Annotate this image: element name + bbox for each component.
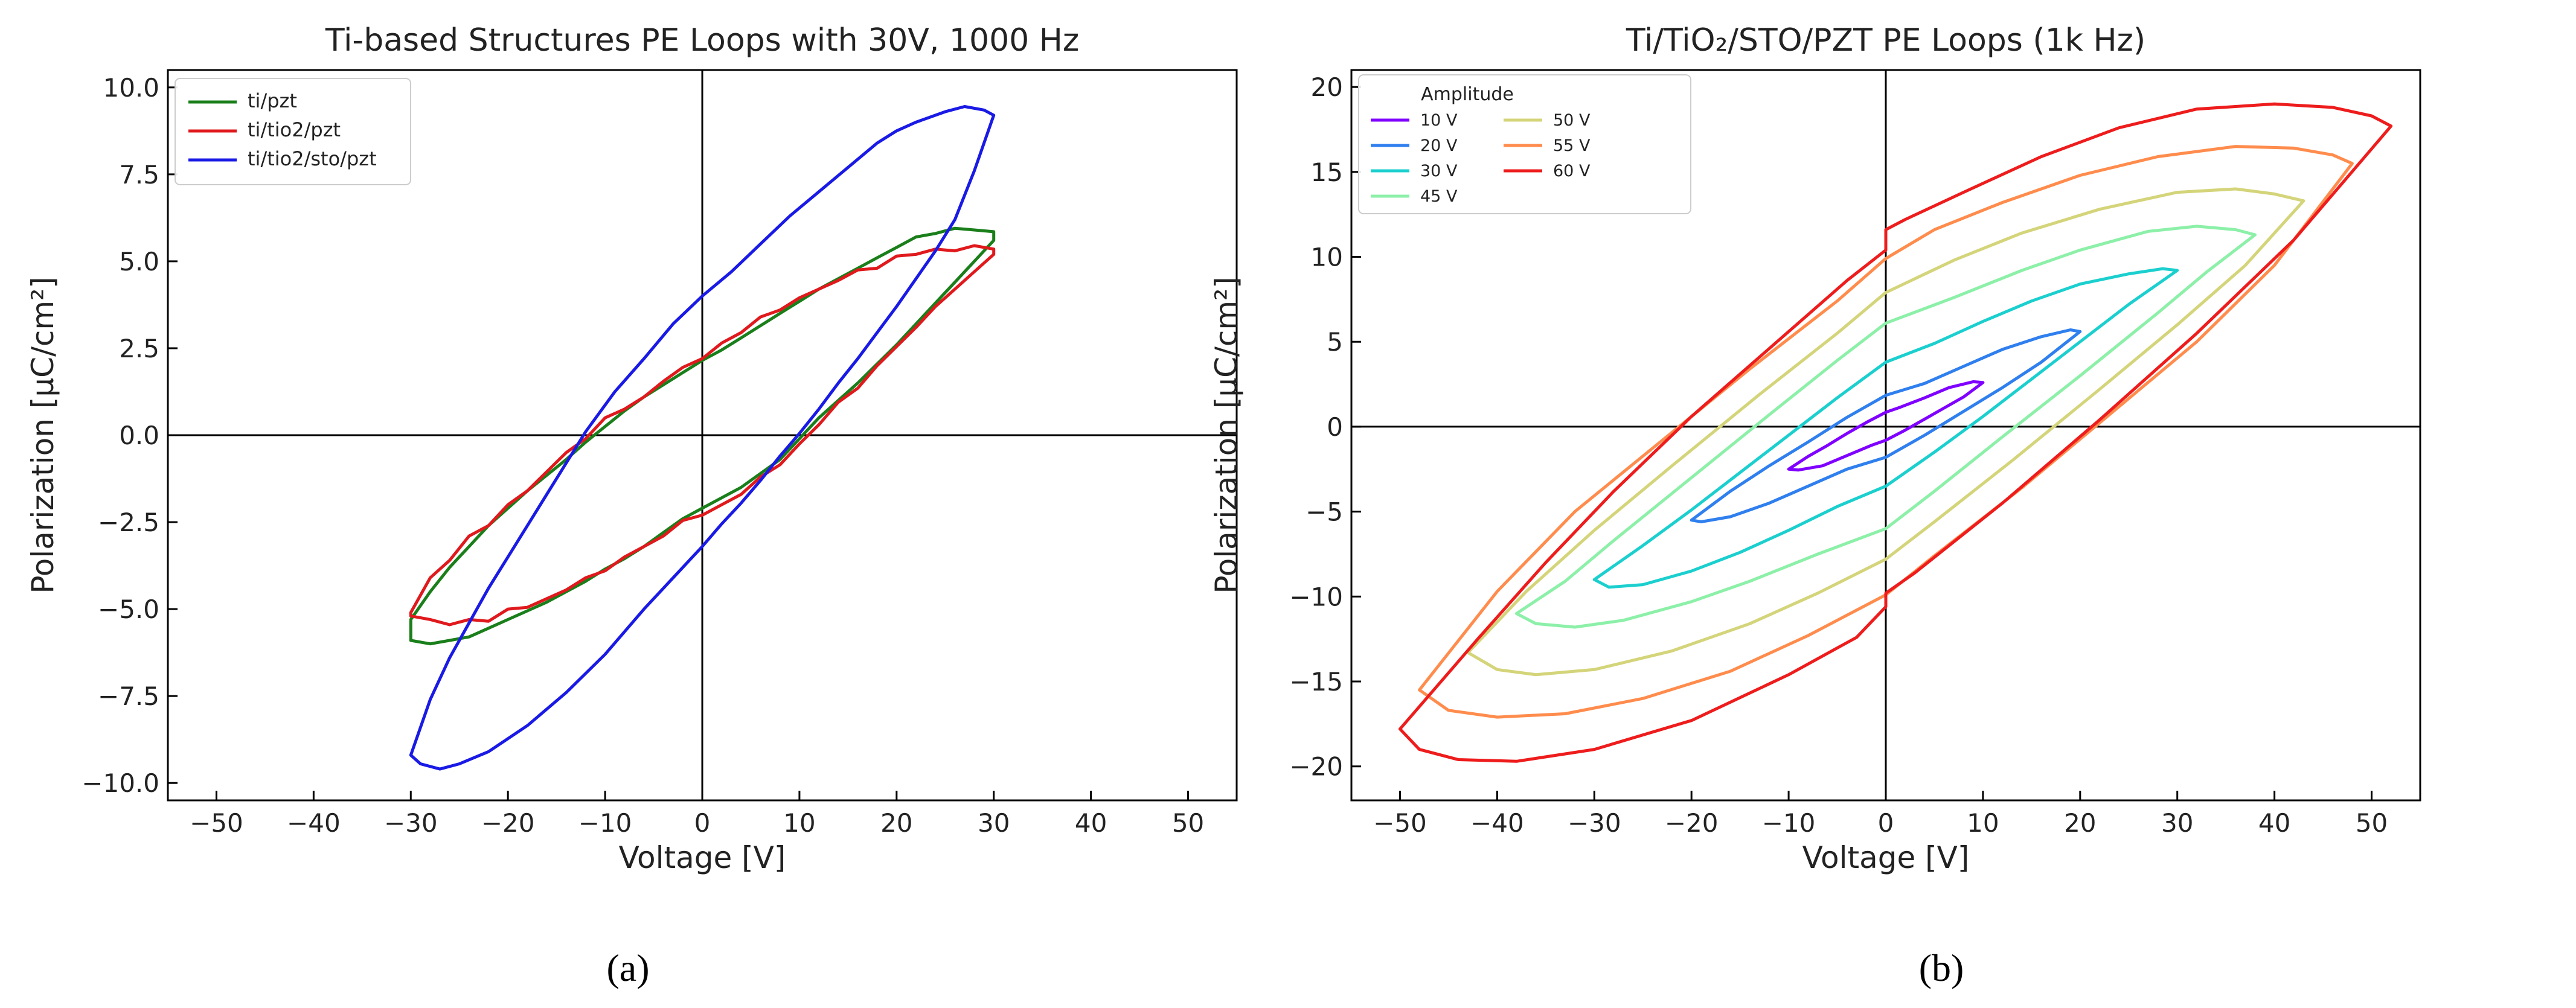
y-tick-label: 0 <box>1327 412 1343 442</box>
chart-panel-b: Ti/TiO₂/STO/PZT PE Loops (1k Hz)−50 −40 −3… <box>1209 22 2421 989</box>
y-axis-label: Polarization [μC/cm²] <box>1209 276 1244 593</box>
legend-entry: 30 V <box>1371 162 1458 180</box>
legend-label: ti/tio2/pzt <box>248 118 341 141</box>
x-tick-label: −20 <box>1665 808 1719 838</box>
x-tick-label: 50 <box>2356 808 2388 838</box>
chart-title: Ti/TiO₂/STO/PZT PE Loops (1k Hz) <box>1626 22 2145 59</box>
series-line-ti-tio2-pzt <box>409 244 996 627</box>
y-tick-label: 5 <box>1327 327 1343 357</box>
x-axis-label: Voltage [V] <box>619 840 786 875</box>
legend-label: 20 V <box>1420 136 1458 155</box>
y-tick-label: −10 <box>1289 582 1343 611</box>
legend-label: 50 V <box>1553 111 1591 130</box>
legend-entry: ti/tio2/sto/pzt <box>188 147 377 170</box>
legend-entry: 55 V <box>1504 136 1591 155</box>
legend-label: 30 V <box>1420 162 1458 180</box>
y-tick-label: 5.0 <box>119 247 159 276</box>
legend-entry: 50 V <box>1504 111 1591 130</box>
y-axis-label: Polarization [μC/cm²] <box>25 276 60 593</box>
x-tick-label: 10 <box>783 808 815 838</box>
x-axis-label: Voltage [V] <box>1802 840 1970 875</box>
x-tick-label: −10 <box>1762 808 1816 838</box>
series-group <box>409 105 996 771</box>
legend-label: ti/tio2/sto/pzt <box>248 147 377 170</box>
legend-label: 45 V <box>1420 187 1458 206</box>
y-tick-label: 15 <box>1311 158 1343 187</box>
legend-entry: ti/tio2/pzt <box>188 118 341 141</box>
legend-box <box>175 78 411 185</box>
x-tick-label: 40 <box>1075 808 1107 838</box>
y-tick-label: −5 <box>1306 497 1343 527</box>
legend-title: Amplitude <box>1421 84 1514 105</box>
chart-panel-a: Ti-based Structures PE Loops with 30V, 1… <box>25 22 1238 989</box>
y-tick-label: 10.0 <box>103 73 159 103</box>
y-tick-label: −7.5 <box>98 681 159 711</box>
x-tick-label: −40 <box>1470 808 1524 838</box>
series-line-60-v <box>1399 102 2393 763</box>
y-tick-label: 10 <box>1311 243 1343 272</box>
series-group <box>1399 102 2393 763</box>
legend-label: 55 V <box>1553 136 1591 155</box>
y-tick-label: 0.0 <box>119 421 159 450</box>
x-tick-label: 20 <box>2064 808 2096 838</box>
legend-entry: 20 V <box>1371 136 1458 155</box>
x-tick-label: 0 <box>694 808 711 838</box>
x-tick-label: 30 <box>2161 808 2193 838</box>
series-line-50-v <box>1466 187 2305 677</box>
series-line-45-v <box>1515 225 2257 629</box>
legend: ti/pzt ti/tio2/pzt ti/tio2/sto/pzt <box>175 78 411 185</box>
legend-entry: 45 V <box>1371 187 1458 206</box>
legend-label: 60 V <box>1553 162 1591 180</box>
x-tick-label: 20 <box>880 808 912 838</box>
series-line-20-v <box>1690 328 2082 523</box>
legend-entry: 60 V <box>1504 162 1591 180</box>
series-line-30-v <box>1592 267 2179 589</box>
y-tick-label: 7.5 <box>119 160 159 190</box>
y-tick-label: −15 <box>1289 667 1343 697</box>
y-tick-label: −20 <box>1289 752 1343 782</box>
x-tick-label: 0 <box>1878 808 1894 838</box>
x-tick-label: −10 <box>578 808 632 838</box>
x-tick-label: 30 <box>978 808 1010 838</box>
x-tick-label: −30 <box>384 808 438 838</box>
legend-entry: 10 V <box>1371 111 1458 130</box>
y-tick-label: −2.5 <box>98 508 159 537</box>
x-tick-label: −20 <box>481 808 535 838</box>
x-tick-label: −50 <box>190 808 243 838</box>
x-tick-label: −30 <box>1568 808 1621 838</box>
x-tick-label: 10 <box>1967 808 1999 838</box>
series-line-55-v <box>1418 145 2354 719</box>
legend-label: ti/pzt <box>248 89 297 112</box>
y-tick-label: −10.0 <box>82 768 159 798</box>
chart-title: Ti-based Structures PE Loops with 30V, 1… <box>325 22 1079 59</box>
series-line-10-v <box>1787 380 1985 472</box>
x-tick-label: −40 <box>287 808 341 838</box>
legend: Amplitude 10 V 20 V 30 V 45 V 50 V 55 V 60 V <box>1358 74 1691 214</box>
panel-label: (a) <box>606 946 649 989</box>
x-tick-label: 50 <box>1172 808 1204 838</box>
y-tick-label: −5.0 <box>98 595 159 624</box>
legend-label: 10 V <box>1420 111 1458 130</box>
y-tick-label: 2.5 <box>119 334 159 363</box>
y-tick-label: 20 <box>1311 72 1343 102</box>
series-line-ti-tio2-sto-pzt <box>409 105 996 771</box>
x-tick-label: 40 <box>2258 808 2290 838</box>
panel-label: (b) <box>1919 946 1964 989</box>
legend-entry: ti/pzt <box>188 89 297 112</box>
x-tick-label: −50 <box>1373 808 1427 838</box>
